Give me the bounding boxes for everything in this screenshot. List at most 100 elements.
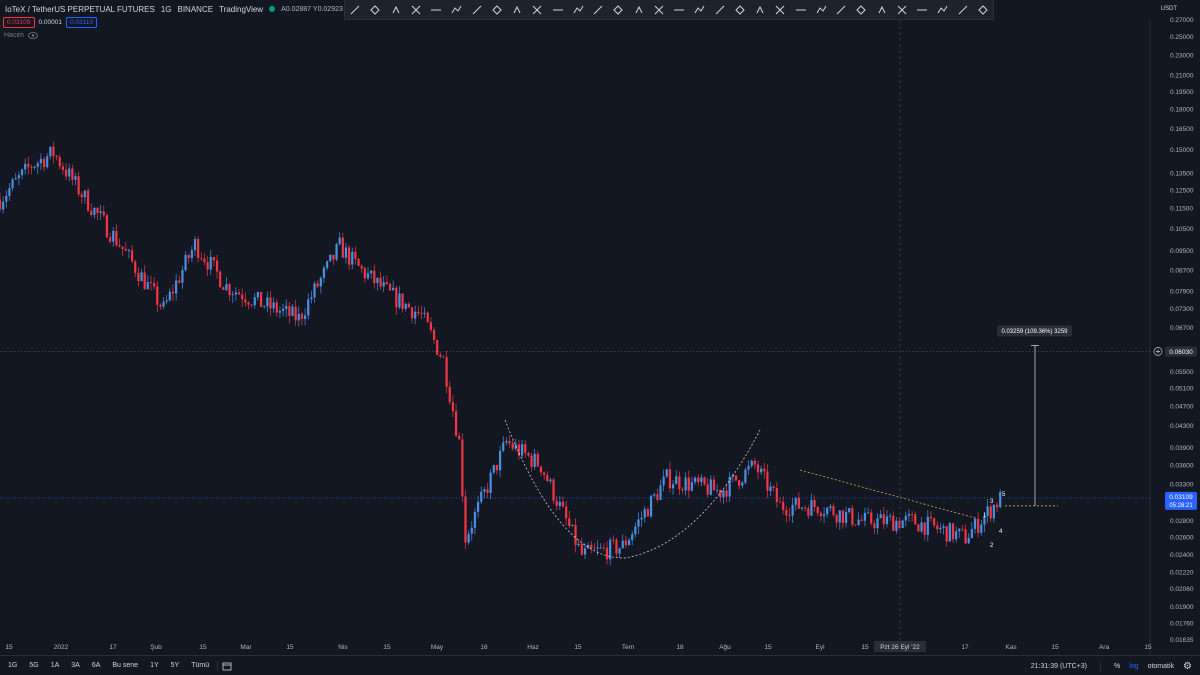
abcd-icon[interactable] xyxy=(713,3,727,17)
ellipse-icon[interactable] xyxy=(794,3,808,17)
range-button[interactable]: 3A xyxy=(71,662,80,669)
text-icon[interactable] xyxy=(814,3,828,17)
candle xyxy=(502,436,505,453)
curve-icon[interactable] xyxy=(591,3,605,17)
candle xyxy=(514,438,517,452)
trendline-icon[interactable] xyxy=(389,3,403,17)
brush-icon[interactable] xyxy=(429,3,443,17)
candle xyxy=(964,524,967,545)
ohlc-values: A0.02887 Y0.02923 D xyxy=(281,6,350,13)
y-tick-label: 0.23000 xyxy=(1170,52,1194,59)
ray-icon[interactable] xyxy=(470,3,484,17)
candle xyxy=(11,177,14,192)
price-range-icon[interactable] xyxy=(895,3,909,17)
candle xyxy=(90,203,93,217)
sell-price-button[interactable]: 0.03109 xyxy=(3,17,35,28)
candle xyxy=(414,305,417,325)
wave-icon[interactable] xyxy=(652,3,666,17)
candle xyxy=(942,523,945,535)
candle xyxy=(171,284,175,302)
path-icon[interactable] xyxy=(490,3,504,17)
log-toggle[interactable]: log xyxy=(1129,663,1139,670)
polyline-icon[interactable] xyxy=(530,3,544,17)
candle xyxy=(58,154,61,170)
candle xyxy=(574,518,577,553)
candle xyxy=(68,163,71,182)
candle xyxy=(558,495,561,510)
settings-gear-icon[interactable]: ⚙ xyxy=(1183,661,1192,672)
range-button[interactable]: 1G xyxy=(8,662,18,669)
flag-icon[interactable] xyxy=(976,3,990,17)
range-button[interactable]: 5G xyxy=(29,662,39,669)
range-button[interactable]: 6A xyxy=(91,662,101,669)
horizontal-line-icon[interactable] xyxy=(510,3,524,17)
range-button[interactable]: 5Y xyxy=(170,662,180,669)
elliott-icon[interactable] xyxy=(672,3,686,17)
candle xyxy=(756,460,760,480)
candle xyxy=(816,506,819,517)
candle xyxy=(489,469,492,500)
range-button[interactable]: 1Y xyxy=(150,662,159,669)
candle xyxy=(580,537,583,556)
exchange-label: BINANCE xyxy=(177,4,214,14)
grip-icon[interactable] xyxy=(348,3,362,17)
candle xyxy=(546,471,549,482)
fib-channel-icon[interactable] xyxy=(632,3,646,17)
candle xyxy=(511,439,514,451)
rectangle-icon[interactable] xyxy=(571,3,585,17)
candle xyxy=(612,535,615,545)
long-position-icon[interactable] xyxy=(956,3,970,17)
circle-icon[interactable] xyxy=(773,3,787,17)
candle xyxy=(980,519,983,536)
candle xyxy=(498,445,502,478)
price-range-measure[interactable]: 0.03259 (109.36%) 3259 xyxy=(997,325,1072,507)
percent-toggle[interactable]: % xyxy=(1113,663,1121,670)
add-alert-icon[interactable] xyxy=(1153,347,1163,356)
cup-curve[interactable] xyxy=(504,419,761,559)
symbol-title[interactable]: IoTeX / TetherUS PERPETUAL FUTURES xyxy=(5,4,155,14)
candle xyxy=(936,521,939,534)
candle xyxy=(631,530,634,546)
forecast-icon[interactable] xyxy=(915,3,929,17)
fib-retracement-icon[interactable] xyxy=(611,3,625,17)
candle xyxy=(429,317,432,334)
range-selector: 1G 5G 1A 3A 6A Bu sene 1Y 5Y Tümü xyxy=(0,662,213,669)
buy-price-button[interactable]: 0.03110 xyxy=(66,17,98,28)
candle xyxy=(955,526,958,543)
polygon-icon[interactable] xyxy=(875,3,889,17)
pitchfork-icon[interactable] xyxy=(409,3,423,17)
range-button[interactable]: Bu sene xyxy=(112,662,139,669)
marker-price-label: 0.06030 xyxy=(1165,346,1197,357)
candle xyxy=(791,498,794,523)
candle xyxy=(153,277,156,290)
range-button[interactable]: Tümü xyxy=(191,662,210,669)
eye-icon[interactable] xyxy=(27,32,38,39)
x-tick-label: Kas xyxy=(1005,644,1017,651)
crosshair-icon[interactable] xyxy=(449,3,463,17)
interval-label[interactable]: 1G xyxy=(160,4,172,14)
head-shoulders-icon[interactable] xyxy=(733,3,747,17)
candle xyxy=(432,327,436,344)
x-tick-label: 15 xyxy=(5,644,13,651)
candle xyxy=(769,482,772,496)
projection-icon[interactable] xyxy=(935,3,949,17)
date-range-icon[interactable] xyxy=(222,661,232,671)
arrow-icon[interactable] xyxy=(834,3,848,17)
candle xyxy=(140,268,143,282)
triangle-pattern-icon[interactable] xyxy=(753,3,767,17)
candle xyxy=(480,486,483,505)
auto-scale-toggle[interactable]: otomatik xyxy=(1147,663,1175,670)
xabcd-icon[interactable] xyxy=(692,3,706,17)
drawing-toolbar xyxy=(344,0,994,20)
candle xyxy=(782,496,785,515)
range-button[interactable]: 1A xyxy=(50,662,60,669)
candle xyxy=(451,395,455,418)
clock-label[interactable]: 21:31:39 (UTC+3) xyxy=(1030,663,1087,670)
candle xyxy=(184,251,187,272)
dot-icon[interactable] xyxy=(368,3,382,17)
vertical-measure-icon[interactable] xyxy=(551,3,565,17)
x-tick-label: 15 xyxy=(1144,644,1152,651)
cross-icon[interactable] xyxy=(854,3,868,17)
candle xyxy=(810,493,813,517)
